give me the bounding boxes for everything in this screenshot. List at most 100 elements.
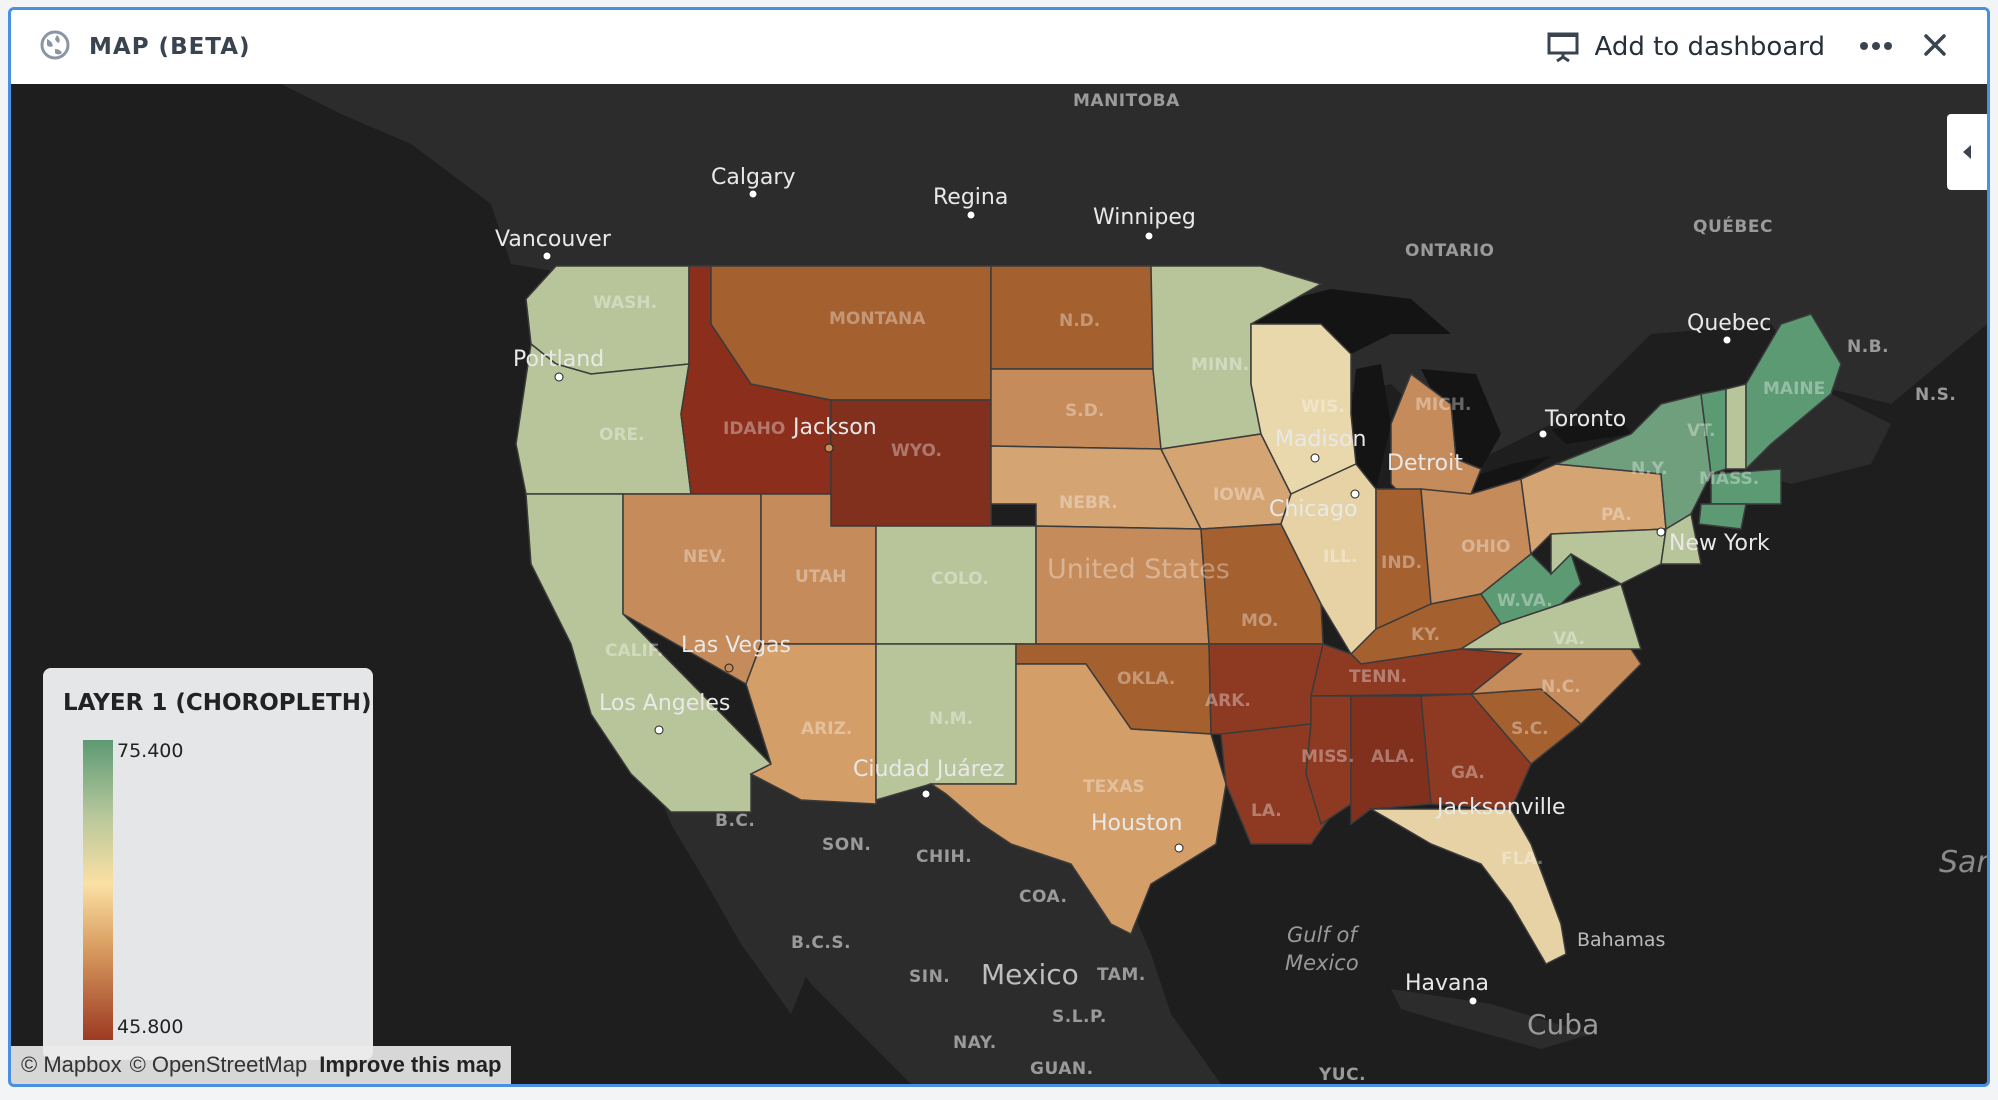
header-actions: Add to dashboard [1546,10,1987,84]
svg-text:SON.: SON. [822,835,871,855]
svg-text:TEXAS: TEXAS [1083,777,1145,797]
city-label-new-york: New York [1669,531,1770,556]
window-header: MAP (BETA) Add to dashboard [11,10,1987,84]
svg-text:S.C.: S.C. [1511,719,1549,739]
cuba-land [1391,989,1591,1049]
state-new-jersey[interactable] [1660,512,1702,565]
city-label-madison: Madison [1275,427,1366,452]
svg-text:PA.: PA. [1601,505,1632,525]
add-to-dashboard-button[interactable]: Add to dashboard [1546,30,1825,64]
choropleth-layer [515,265,1842,965]
svg-text:KY.: KY. [1411,625,1440,645]
state-north-carolina[interactable] [1460,648,1642,726]
svg-text:TENN.: TENN. [1349,667,1407,687]
svg-text:WYO.: WYO. [891,441,942,461]
svg-text:QUÉBEC: QUÉBEC [1693,215,1773,237]
lake-michigan [1351,364,1391,489]
toggle-panel-button[interactable] [1947,114,1987,190]
svg-text:W.VA.: W.VA. [1497,591,1553,611]
svg-text:ILL.: ILL. [1323,547,1357,567]
more-options-icon[interactable] [1859,38,1893,56]
svg-text:MICH.: MICH. [1415,395,1471,415]
city-label-portland: Portland [513,347,604,372]
city-label-houston: Houston [1091,811,1182,836]
state-arkansas[interactable] [1208,643,1324,735]
svg-text:LA.: LA. [1251,801,1282,821]
svg-text:SIN.: SIN. [909,967,950,987]
state-connecticut[interactable] [1698,503,1747,530]
city-label-havana: Havana [1405,971,1489,996]
svg-text:NEBR.: NEBR. [1059,493,1118,513]
close-icon[interactable] [1923,33,1947,62]
svg-text:MISS.: MISS. [1301,747,1354,767]
water-label-gulf-of-mexico-2: Mexico [1285,951,1359,975]
svg-text:VA.: VA. [1553,629,1585,649]
svg-text:N.S.: N.S. [1915,385,1956,405]
mapbox-attribution-link[interactable]: © Mapbox [21,1052,122,1077]
state-missouri[interactable] [1200,523,1324,645]
svg-text:S.D.: S.D. [1065,401,1104,421]
state-florida[interactable] [1368,808,1567,965]
city-label-chicago: Chicago [1269,497,1357,522]
lake-huron [1421,369,1501,469]
state-alabama[interactable] [1350,695,1432,826]
state-montana[interactable] [710,265,992,401]
svg-text:B.C.: B.C. [715,811,755,831]
lake-ontario [1551,419,1631,444]
title-group: MAP (BETA) [39,29,251,66]
svg-text:MONTANA: MONTANA [829,309,926,329]
svg-text:MINN.: MINN. [1191,355,1249,375]
city-label-regina: Regina [933,185,1008,210]
legend-max-value: 75.400 [117,740,184,762]
svg-text:ARK.: ARK. [1205,691,1251,711]
svg-text:B.C.S.: B.C.S. [791,933,851,953]
map-window: MAP (BETA) Add to dashboard [8,7,1990,1087]
svg-text:MANITOBA: MANITOBA [1073,91,1180,111]
state-arizona[interactable] [745,643,877,805]
svg-text:N.C.: N.C. [1541,677,1581,697]
svg-text:TAM.: TAM. [1097,965,1146,985]
city-label-vancouver: Vancouver [495,227,612,252]
svg-text:ARIZ.: ARIZ. [801,719,852,739]
city-label-detroit: Detroit [1387,451,1463,476]
svg-text:YUC.: YUC. [1318,1065,1366,1084]
svg-text:IND.: IND. [1381,553,1422,573]
svg-text:N.Y.: N.Y. [1631,459,1668,479]
globe-icon [39,29,71,66]
city-label-calgary: Calgary [711,165,795,190]
svg-text:N.D.: N.D. [1059,311,1100,331]
legend-min-value: 45.800 [117,1016,184,1038]
state-west-virginia[interactable] [1479,552,1582,625]
svg-text:NAY.: NAY. [953,1033,997,1053]
city-label-jacksonville: Jacksonville [1435,795,1566,820]
city-label-toronto: Toronto [1544,407,1626,432]
map-canvas[interactable]: MANITOBA ONTARIO QUÉBEC N.B. N.S. B.C. S… [11,84,1987,1084]
edge-label: Sar [1939,845,1987,880]
country-label-united-states: United States [1047,554,1230,585]
city-label-bahamas: Bahamas [1577,929,1665,951]
svg-text:ORE.: ORE. [599,425,645,445]
svg-text:ALA.: ALA. [1371,747,1415,767]
city-label-las-vegas: Las Vegas [681,633,791,658]
city-label-jackson: Jackson [791,415,877,440]
region-labels: MANITOBA ONTARIO QUÉBEC N.B. N.S. B.C. S… [715,91,1956,1084]
improve-map-link[interactable]: Improve this map [319,1052,502,1077]
state-georgia[interactable] [1420,693,1532,810]
svg-text:VT.: VT. [1687,421,1716,441]
svg-text:COA.: COA. [1019,887,1067,907]
window-title: MAP (BETA) [89,34,251,60]
state-new-hampshire[interactable] [1725,383,1747,470]
osm-attribution-link[interactable]: © OpenStreetMap [129,1052,308,1077]
state-texas[interactable] [928,663,1227,936]
map-attribution: © Mapbox © OpenStreetMap Improve this ma… [11,1046,512,1084]
city-label-quebec: Quebec [1687,311,1771,336]
state-maine[interactable] [1745,313,1842,471]
presentation-icon [1547,32,1579,63]
state-massachusetts[interactable] [1710,468,1782,505]
state-kansas[interactable] [1035,525,1210,645]
svg-text:NEV.: NEV. [683,547,726,567]
svg-text:MAINE: MAINE [1763,379,1825,399]
city-markers [542,189,1732,1006]
svg-text:COLO.: COLO. [931,569,989,589]
svg-text:CHIH.: CHIH. [916,847,972,867]
